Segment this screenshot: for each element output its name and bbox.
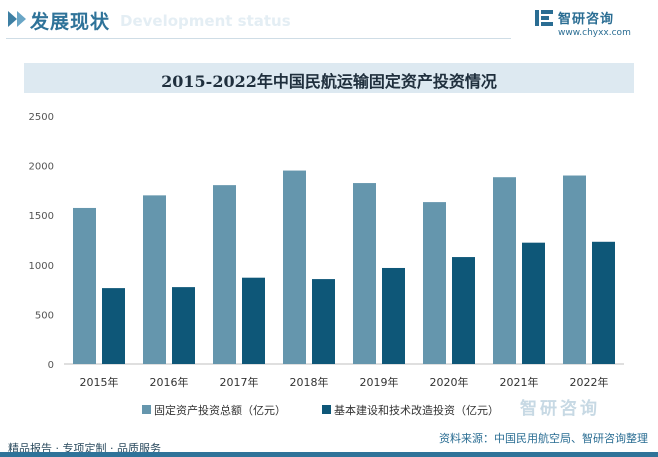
y-tick-label: 1500 (29, 211, 54, 222)
legend-swatch-series-1 (142, 405, 151, 414)
x-tick-label: 2020年 (430, 375, 469, 389)
bar-series-2 (312, 279, 335, 364)
bar-series-2 (452, 257, 475, 364)
bar-series-1 (73, 207, 96, 364)
y-tick-label: 0 (48, 360, 54, 371)
bar-series-1 (283, 170, 306, 364)
bar-series-2 (102, 288, 125, 364)
y-tick-label: 2000 (29, 162, 54, 173)
brand-name: 智研咨询 (558, 12, 615, 27)
x-tick-label: 2019年 (360, 375, 399, 389)
bar-series-1 (213, 185, 236, 364)
x-tick-label: 2017年 (220, 375, 259, 389)
x-tick-label: 2016年 (150, 375, 189, 389)
brand-logo: 智研咨询 www.chyxx.com (530, 6, 650, 40)
footer-source: 资料来源：中国民用航空局、智研咨询整理 (439, 432, 648, 445)
watermark-brand: 智研咨询 (520, 399, 600, 419)
bar-series-1 (563, 175, 586, 364)
x-tick-label: 2015年 (80, 375, 119, 389)
page-header: Development status 发展现状 (0, 0, 658, 44)
footer-tagline: 精品报告 · 专项定制 · 品质服务 (8, 442, 161, 455)
brand-logo-icon (535, 10, 553, 26)
x-tick-label: 2018年 (290, 375, 329, 389)
legend-label-series-2: 基本建设和技术改造投资（亿元） (334, 404, 499, 417)
legend-swatch-series-2 (322, 405, 331, 414)
y-tick-label: 500 (35, 310, 54, 321)
y-tick-label: 2500 (29, 112, 54, 123)
y-tick-label: 1000 (29, 261, 54, 272)
header-subtitle: Development status (120, 12, 291, 30)
bar-series-1 (143, 195, 166, 364)
bar-series-2 (172, 287, 195, 364)
bar-series-2 (592, 241, 615, 364)
header-title: 发展现状 (30, 11, 111, 33)
footer-bar (0, 452, 658, 457)
bar-series-1 (493, 177, 516, 364)
chart-title-band (24, 63, 634, 93)
header-divider (6, 38, 511, 39)
page-footer: 精品报告 · 专项定制 · 品质服务 资料来源：中国民用航空局、智研咨询整理 (0, 424, 658, 457)
bar-series-1 (423, 202, 446, 364)
chart-legend: 固定资产投资总额（亿元） 基本建设和技术改造投资（亿元） (0, 400, 658, 420)
x-tick-label: 2022年 (570, 375, 609, 389)
x-tick-label: 2021年 (500, 375, 539, 389)
bar-series-2 (242, 277, 265, 364)
legend-label-series-1: 固定资产投资总额（亿元） (154, 404, 286, 417)
chart-title: 2015-2022年中国民航运输固定资产投资情况 (161, 72, 497, 91)
bar-series-2 (382, 267, 405, 364)
bar-series-1 (353, 183, 376, 364)
brand-url: www.chyxx.com (558, 28, 631, 38)
bar-series-2 (522, 242, 545, 364)
